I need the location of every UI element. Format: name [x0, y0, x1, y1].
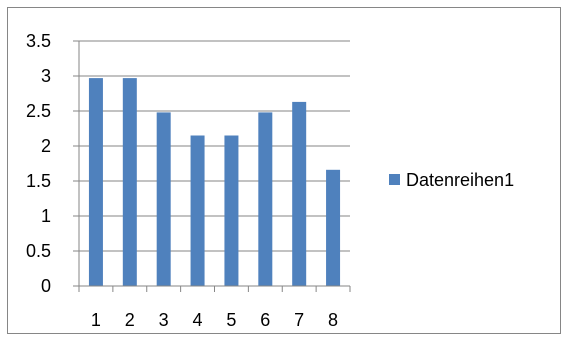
y-tick-label: 0.5 — [26, 241, 51, 261]
bar — [224, 135, 239, 286]
y-tick-label: 2 — [41, 136, 51, 156]
x-tick-label: 2 — [125, 310, 135, 330]
legend: Datenreihen1 — [389, 170, 514, 190]
x-tick-label: 5 — [226, 310, 236, 330]
bar — [88, 78, 103, 286]
legend-swatch — [389, 174, 400, 185]
axes — [73, 40, 351, 292]
x-tick-label: 8 — [328, 310, 338, 330]
y-tick-label: 3.5 — [26, 31, 51, 51]
x-tick-label: 3 — [159, 310, 169, 330]
bar — [190, 135, 205, 286]
bars — [88, 78, 341, 287]
bar — [326, 169, 341, 286]
bar — [258, 112, 273, 287]
legend-label: Datenreihen1 — [406, 170, 514, 190]
bar — [292, 101, 307, 287]
gridlines — [79, 40, 350, 252]
y-tick-labels: 0 0.5 1 1.5 2 2.5 3 3.5 — [26, 31, 51, 296]
y-tick-label: 3 — [41, 66, 51, 86]
x-tick-label: 6 — [260, 310, 270, 330]
bar — [122, 78, 137, 286]
x-tick-labels: 1 2 3 4 5 6 7 8 — [91, 310, 338, 330]
y-tick-label: 1.5 — [26, 171, 51, 191]
x-tick-label: 7 — [294, 310, 304, 330]
y-tick-label: 0 — [41, 276, 51, 296]
x-tick-label: 1 — [91, 310, 101, 330]
y-tick-label: 2.5 — [26, 101, 51, 121]
bar — [156, 112, 171, 287]
y-tick-label: 1 — [41, 206, 51, 226]
x-tick-label: 4 — [193, 310, 203, 330]
